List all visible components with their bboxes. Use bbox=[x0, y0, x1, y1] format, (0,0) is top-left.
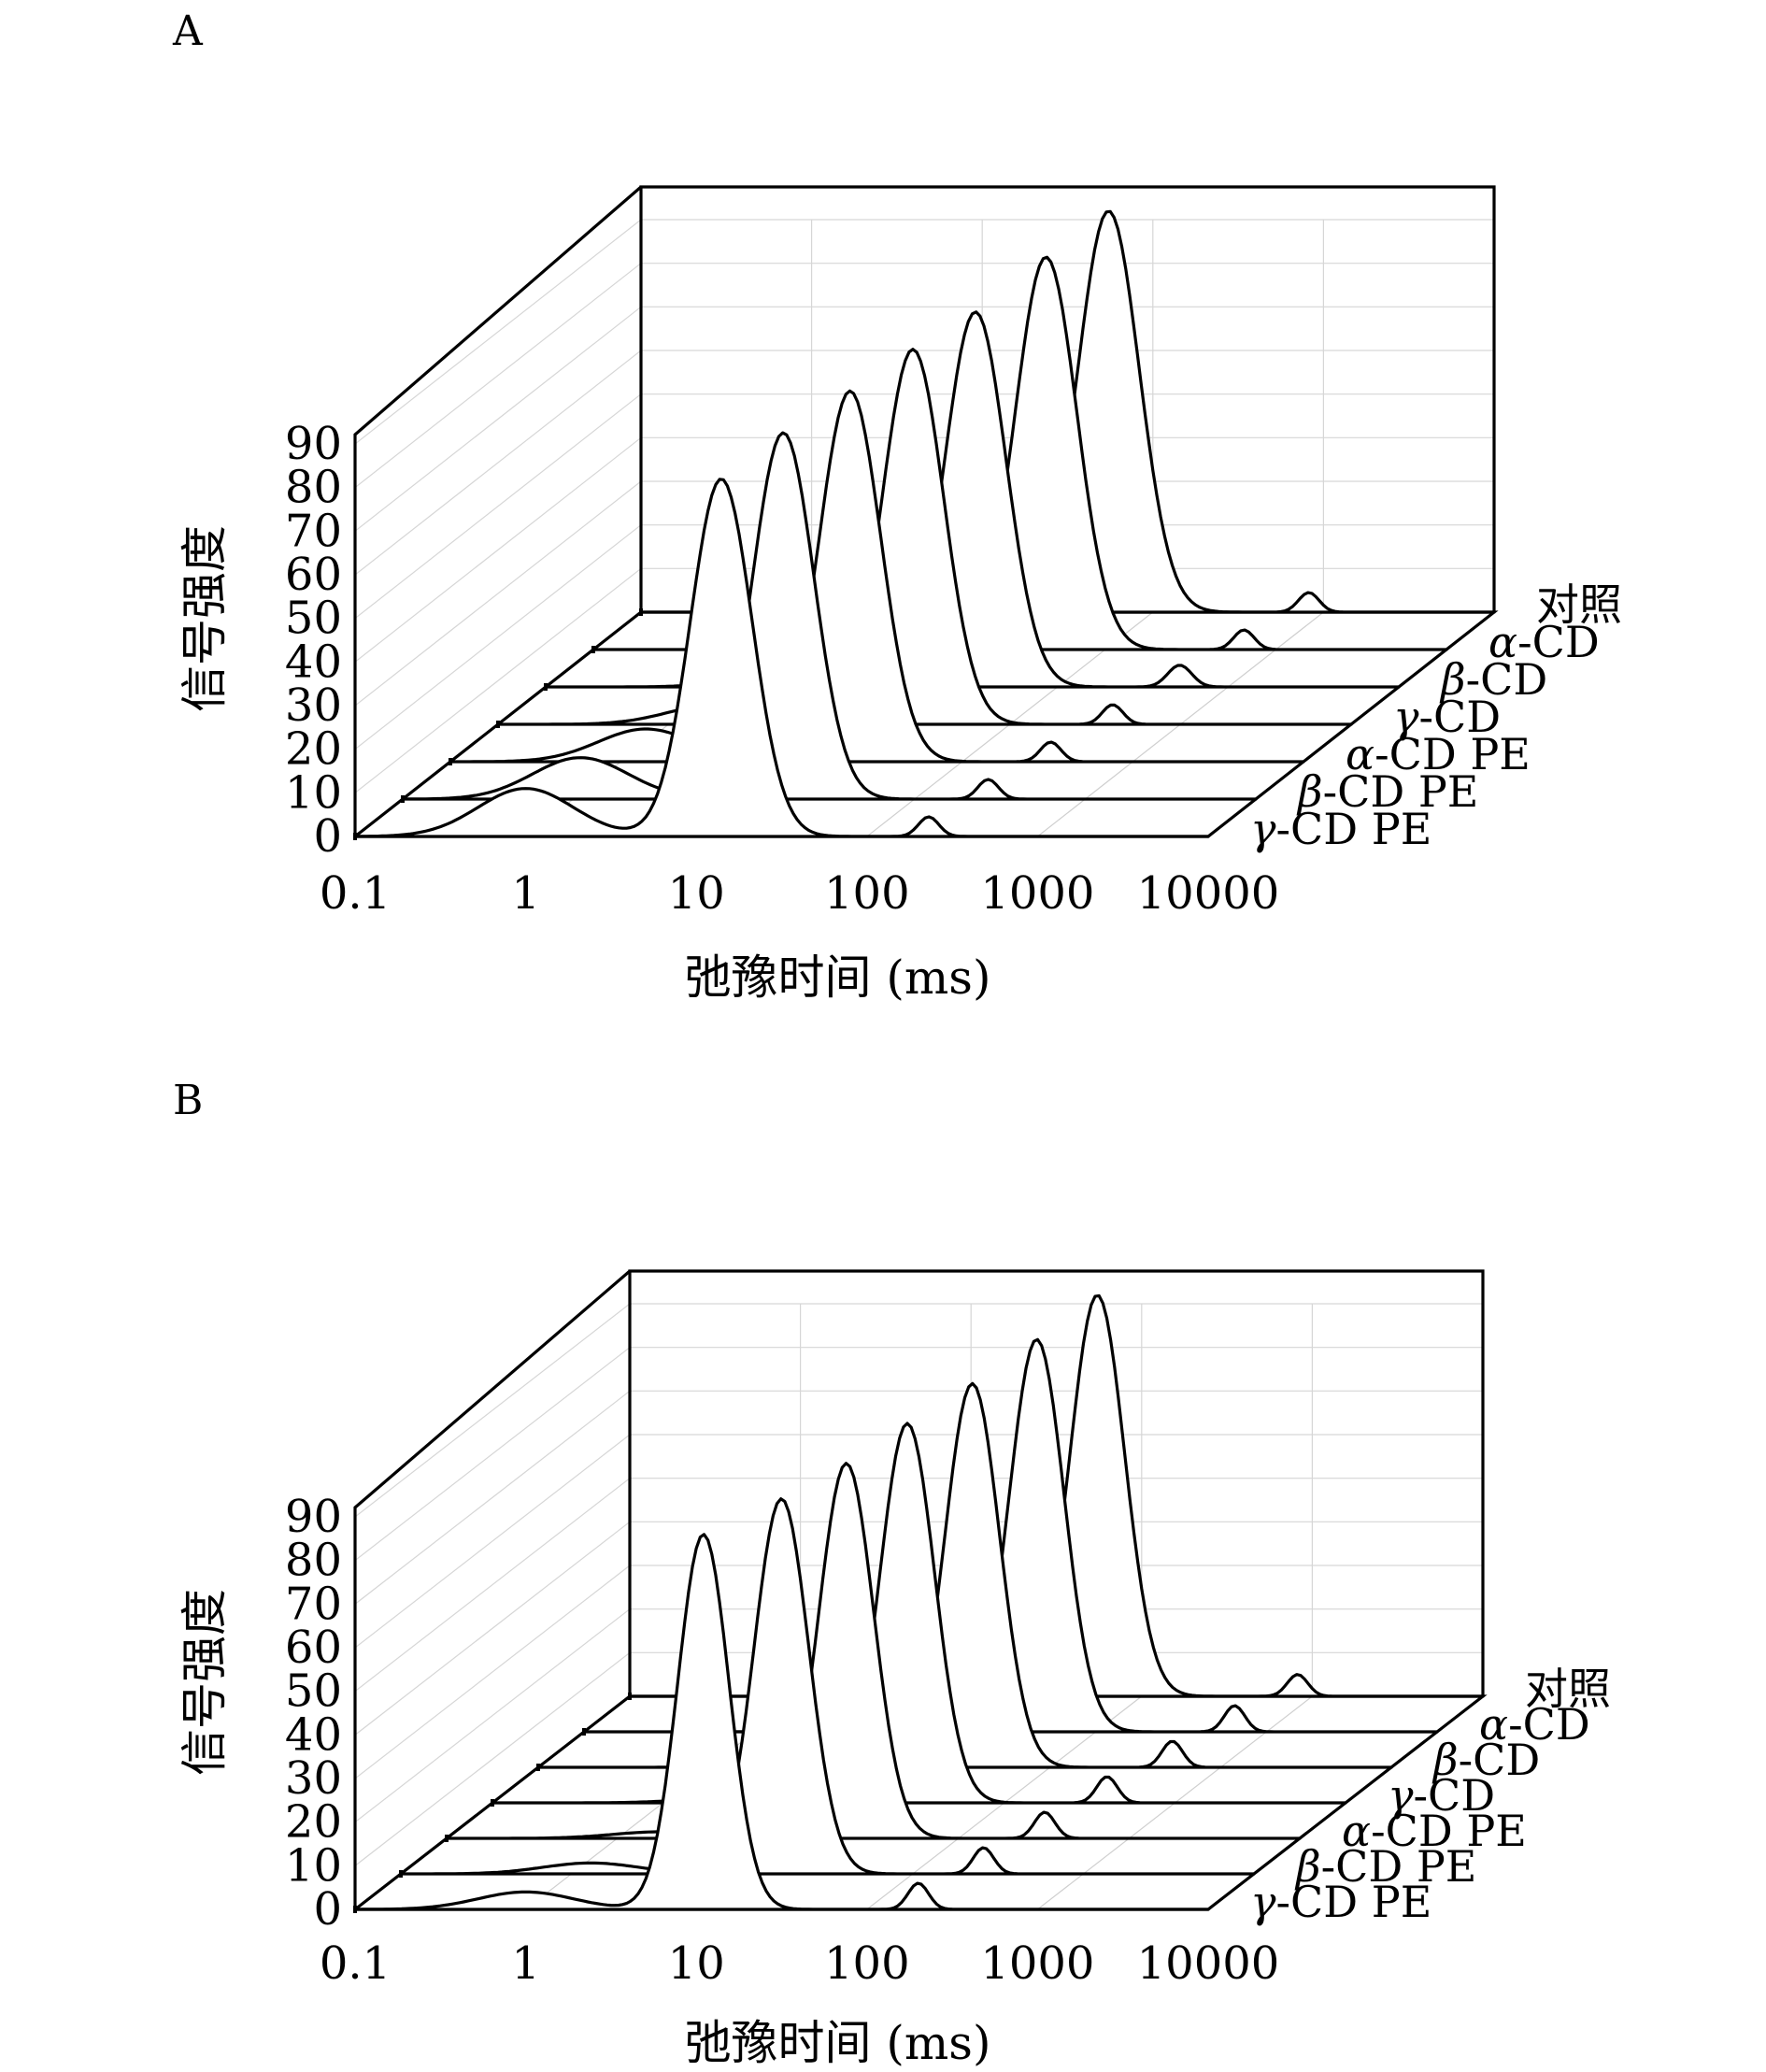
x-tick-label: 1 bbox=[511, 1937, 540, 1990]
x-tick-label: 1 bbox=[511, 867, 540, 920]
ridge-series-line bbox=[445, 1462, 1302, 1840]
side-grid-line bbox=[354, 350, 642, 576]
side-grid-line bbox=[354, 480, 642, 707]
side-grid-line bbox=[354, 1303, 631, 1518]
side-grid-line bbox=[354, 524, 642, 750]
y-tick-label: 80 bbox=[285, 1535, 342, 1587]
side-grid-line bbox=[354, 1521, 631, 1736]
side-grid-line bbox=[354, 393, 642, 620]
x-tick-label: 10000 bbox=[1137, 867, 1280, 920]
ridge-series-line bbox=[496, 348, 1353, 726]
y-tick-label: 30 bbox=[285, 679, 342, 732]
panel-b: Bγ-CD PEβ-CD PEα-CD PEγ-CDβ-CDα-CD对照0102… bbox=[173, 1077, 1611, 2070]
series-label: β-CD bbox=[1439, 654, 1547, 705]
x-tick-labels: 0.1 1 10 100 1000 10000 bbox=[320, 867, 1280, 920]
ridge-series-line bbox=[449, 389, 1305, 764]
side-grid-line bbox=[354, 1347, 631, 1562]
y-tick-label: 90 bbox=[285, 418, 342, 470]
x-tick-label: 10 bbox=[668, 1937, 725, 1990]
side-grid-line bbox=[354, 306, 642, 532]
series-label: α-CD PE bbox=[1342, 1806, 1527, 1856]
y-tick-label: 10 bbox=[285, 1839, 342, 1892]
side-wall bbox=[353, 185, 643, 836]
side-grid-line bbox=[354, 1390, 631, 1605]
side-grid-line bbox=[354, 263, 642, 489]
x-axis-title: 弛豫时间 (ms) bbox=[685, 2016, 991, 2067]
side-grid-line bbox=[354, 1651, 631, 1866]
ridge-series-line bbox=[491, 1422, 1347, 1805]
ridges bbox=[353, 1293, 1485, 1913]
y-tick-label: 80 bbox=[285, 462, 342, 514]
ridge-series-line bbox=[544, 310, 1401, 689]
y-tick-label: 50 bbox=[285, 1665, 342, 1718]
ridges bbox=[353, 209, 1496, 840]
series-label: γ-CD PE bbox=[1250, 1877, 1431, 1927]
series-label: β-CD PE bbox=[1296, 766, 1478, 817]
y-tick-label: 10 bbox=[285, 766, 342, 819]
side-grid-line bbox=[354, 1608, 631, 1823]
x-tick-label: 10 bbox=[668, 867, 725, 920]
series-label: γ-CD bbox=[1388, 1770, 1495, 1821]
series-label: β-CD PE bbox=[1294, 1841, 1476, 1892]
series-label: γ-CD PE bbox=[1250, 804, 1431, 854]
x-tick-label: 0.1 bbox=[320, 1937, 391, 1990]
series-label: γ-CD bbox=[1393, 692, 1501, 742]
y-tick-label: 30 bbox=[285, 1752, 342, 1805]
series-label: α-CD bbox=[1479, 1699, 1590, 1750]
side-grid-line bbox=[354, 1434, 631, 1649]
x-tick-label: 1000 bbox=[980, 867, 1094, 920]
x-tick-label: 10000 bbox=[1137, 1937, 1280, 1990]
y-tick-label: 70 bbox=[285, 1578, 342, 1630]
y-tick-label: 40 bbox=[285, 636, 342, 688]
series-label: 对照 bbox=[1536, 579, 1622, 630]
y-tick-label: 90 bbox=[285, 1491, 342, 1543]
y-tick-label: 40 bbox=[285, 1708, 342, 1761]
ridge-series-line bbox=[399, 1497, 1256, 1876]
y-tick-label: 20 bbox=[285, 723, 342, 776]
x-tick-label: 1000 bbox=[980, 1937, 1094, 1990]
x-tick-label: 100 bbox=[824, 867, 910, 920]
panel-a: Aγ-CD PEβ-CD PEα-CD PEγ-CDβ-CDα-CD对照0102… bbox=[172, 7, 1622, 1005]
side-grid-line bbox=[354, 1565, 631, 1779]
side-grid-line bbox=[354, 1478, 631, 1693]
series-label: 对照 bbox=[1525, 1664, 1611, 1714]
side-grid-line bbox=[354, 567, 642, 793]
side-wall bbox=[353, 1269, 632, 1909]
series-label: α-CD PE bbox=[1346, 729, 1531, 779]
side-grid-line bbox=[354, 219, 642, 445]
x-tick-labels: 0.1 1 10 100 1000 10000 bbox=[320, 1937, 1280, 1990]
x-tick-label: 0.1 bbox=[320, 867, 391, 920]
side-grid-line bbox=[354, 436, 642, 663]
x-tick-label: 100 bbox=[824, 1937, 910, 1990]
series-label: α-CD bbox=[1488, 617, 1600, 667]
y-tick-label: 60 bbox=[285, 549, 342, 601]
back-wall bbox=[639, 185, 1496, 612]
y-tick-label: 0 bbox=[313, 1883, 342, 1936]
panel-label: B bbox=[173, 1077, 203, 1124]
y-axis-title: 信号强度 bbox=[178, 525, 232, 712]
y-tick-label: 50 bbox=[285, 593, 342, 645]
x-axis-title: 弛豫时间 (ms) bbox=[685, 950, 991, 1005]
ridge-series-line bbox=[353, 1533, 1210, 1911]
y-tick-label: 70 bbox=[285, 505, 342, 557]
back-wall bbox=[628, 1269, 1485, 1696]
ridge-series-line bbox=[353, 478, 1210, 838]
y-tick-label: 60 bbox=[285, 1622, 342, 1674]
series-label: β-CD bbox=[1431, 1735, 1540, 1785]
y-tick-label: 20 bbox=[285, 1796, 342, 1849]
y-tick-label: 0 bbox=[313, 810, 342, 863]
y-axis-title: 信号强度 bbox=[178, 1589, 232, 1776]
ridge-series-line bbox=[401, 431, 1258, 801]
panel-label: A bbox=[172, 7, 204, 55]
ridge-series-line bbox=[536, 1381, 1393, 1769]
